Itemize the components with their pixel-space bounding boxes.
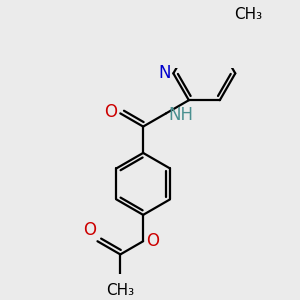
Text: NH: NH bbox=[169, 106, 194, 124]
Text: O: O bbox=[82, 221, 96, 239]
Text: CH₃: CH₃ bbox=[234, 7, 262, 22]
Text: N: N bbox=[158, 64, 171, 82]
Text: CH₃: CH₃ bbox=[106, 283, 134, 298]
Text: O: O bbox=[105, 103, 118, 121]
Text: O: O bbox=[146, 232, 159, 250]
